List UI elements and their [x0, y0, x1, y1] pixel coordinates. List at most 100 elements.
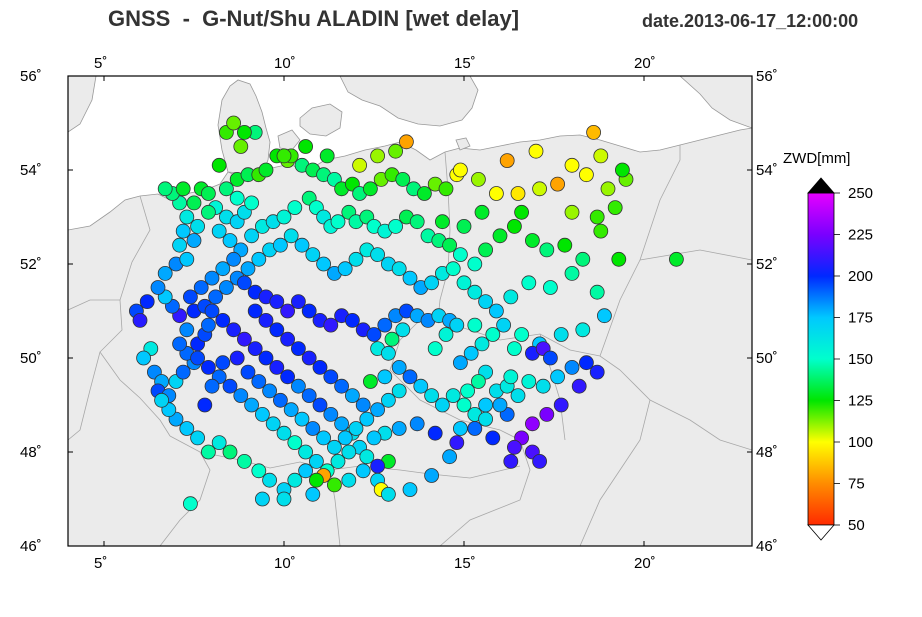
station-marker — [449, 435, 465, 451]
station-marker — [211, 157, 227, 173]
station-marker — [326, 439, 342, 455]
station-marker — [380, 345, 396, 361]
lat-tick-label-left: 52˚ — [20, 256, 42, 273]
station-marker — [330, 453, 346, 469]
station-marker — [240, 261, 256, 277]
station-marker — [337, 430, 353, 446]
station-marker — [589, 209, 605, 225]
station-marker — [236, 275, 252, 291]
station-marker — [377, 369, 393, 385]
station-marker — [575, 251, 591, 267]
lat-tick-label-right: 48˚ — [756, 444, 778, 461]
colorbar-title: ZWD[mm] — [783, 150, 850, 167]
station-marker — [424, 275, 440, 291]
station-marker — [589, 364, 605, 380]
station-marker — [452, 421, 468, 436]
station-marker — [597, 308, 612, 324]
station-marker — [370, 148, 386, 164]
stations-layer — [128, 115, 684, 512]
station-marker — [564, 359, 580, 375]
station-marker — [298, 463, 314, 479]
station-marker — [388, 218, 404, 234]
station-marker — [370, 402, 386, 418]
station-marker — [452, 162, 468, 178]
station-marker — [323, 317, 339, 333]
station-marker — [200, 317, 216, 333]
station-marker — [377, 317, 393, 333]
station-marker — [258, 312, 274, 328]
bornholm-island — [455, 137, 471, 151]
station-marker — [384, 331, 400, 347]
colorbar-max-arrow — [807, 177, 835, 194]
station-marker — [258, 162, 274, 178]
station-marker — [287, 200, 303, 216]
station-marker — [323, 369, 339, 385]
station-marker — [233, 139, 249, 154]
station-marker — [337, 261, 353, 277]
lat-tick-label-left: 50˚ — [20, 350, 42, 367]
station-marker — [157, 265, 173, 281]
station-marker — [550, 369, 565, 385]
station-marker — [316, 430, 332, 446]
station-marker — [370, 458, 386, 474]
station-marker — [305, 247, 321, 263]
station-marker — [211, 435, 227, 451]
station-marker — [485, 327, 501, 342]
station-marker — [172, 336, 188, 352]
station-marker — [586, 124, 601, 140]
station-marker — [380, 392, 396, 408]
station-marker — [280, 331, 296, 347]
station-marker — [244, 228, 260, 244]
station-marker — [579, 167, 594, 183]
station-marker — [301, 350, 317, 366]
station-marker — [409, 416, 425, 432]
station-marker — [427, 425, 443, 441]
station-marker — [200, 204, 216, 220]
station-marker — [226, 115, 242, 131]
station-marker — [298, 139, 314, 154]
lon-tick-label-bottom: 20˚ — [634, 555, 656, 572]
station-marker — [352, 157, 368, 173]
station-marker — [215, 355, 231, 371]
station-marker — [438, 181, 454, 197]
station-marker — [222, 378, 238, 394]
station-marker — [600, 181, 616, 197]
station-marker — [456, 218, 472, 234]
station-marker — [226, 322, 242, 338]
station-marker — [362, 374, 378, 389]
station-marker — [226, 251, 242, 267]
station-marker — [507, 218, 522, 234]
lon-tick-label-bottom: 15˚ — [454, 555, 476, 572]
station-marker — [478, 397, 494, 413]
lat-tick-label-right: 54˚ — [756, 162, 778, 179]
zealand-island — [299, 103, 343, 137]
station-marker — [539, 242, 555, 258]
station-marker — [467, 284, 483, 300]
station-marker — [424, 388, 440, 404]
colorbar-tick-label: 225 — [848, 227, 873, 244]
funen-island — [277, 129, 301, 151]
station-marker — [258, 350, 274, 366]
station-marker — [427, 341, 443, 357]
station-marker — [280, 369, 296, 385]
station-marker — [366, 327, 382, 342]
station-marker — [553, 397, 569, 413]
station-marker — [445, 261, 461, 277]
station-marker — [507, 341, 522, 357]
station-marker — [470, 171, 486, 187]
station-marker — [204, 303, 220, 319]
station-marker — [593, 223, 609, 239]
station-marker — [136, 350, 152, 366]
station-marker — [460, 383, 476, 399]
station-marker — [283, 228, 299, 244]
station-marker — [370, 247, 386, 263]
station-marker — [265, 416, 281, 432]
station-marker — [323, 406, 339, 422]
station-marker — [204, 270, 220, 286]
station-marker — [532, 453, 547, 469]
station-marker — [611, 251, 627, 267]
station-marker — [362, 181, 378, 197]
station-marker — [269, 359, 285, 375]
station-marker — [380, 486, 396, 502]
